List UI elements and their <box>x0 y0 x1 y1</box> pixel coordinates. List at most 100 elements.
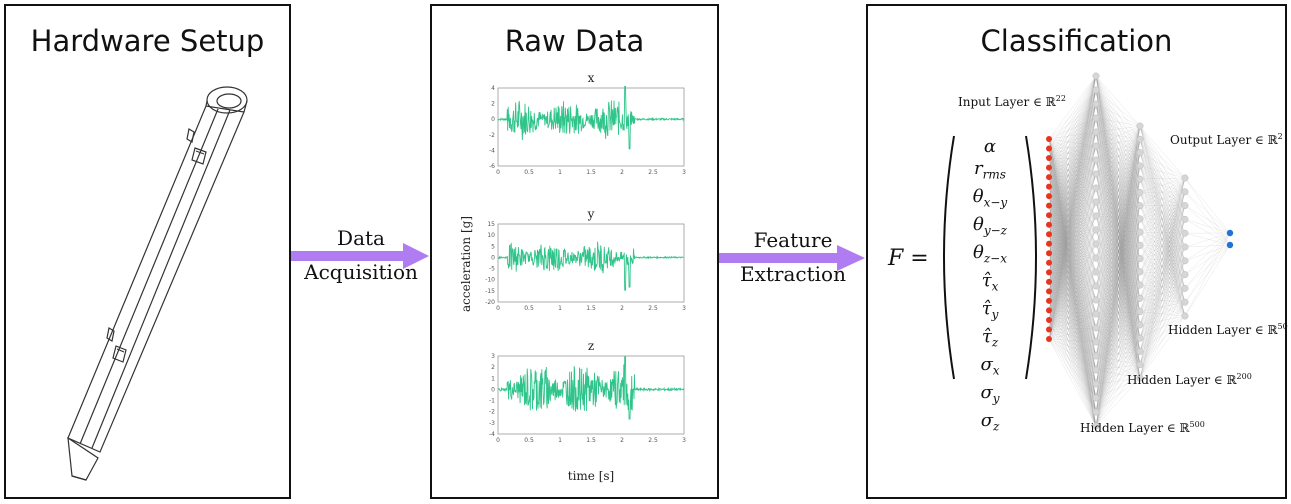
network-node <box>1136 321 1144 329</box>
y-tick-label: 4 <box>491 85 495 92</box>
feature-symbol: σ <box>980 382 993 404</box>
network-node <box>1136 202 1144 210</box>
network-node <box>1046 164 1052 171</box>
network-node <box>1181 298 1189 306</box>
network-node <box>1136 308 1144 316</box>
x-tick-label: 1.5 <box>586 437 596 444</box>
network-node <box>1092 282 1100 290</box>
signal-y <box>497 241 685 291</box>
x-tick-label: 1.5 <box>586 169 596 176</box>
feature-entry: θy−z <box>954 214 1026 242</box>
network-node <box>1181 257 1189 265</box>
feature-subscript: x <box>992 363 1000 378</box>
network-node <box>1046 316 1052 323</box>
y-tick-label: -10 <box>485 277 495 284</box>
hardware-setup-title: Hardware Setup <box>30 24 265 58</box>
raw-data-title: Raw Data <box>504 24 645 58</box>
x-tick-label: 2.5 <box>648 305 658 312</box>
feature-subscript: x <box>991 279 999 294</box>
feature-subscript: y−z <box>983 223 1007 238</box>
network-node <box>1046 288 1052 295</box>
feature-symbol: σ <box>980 354 993 376</box>
feature-entry: σz <box>954 410 1026 438</box>
network-node <box>1226 241 1234 249</box>
network-node <box>1092 142 1100 150</box>
network-node <box>1136 268 1144 276</box>
network-node <box>1092 366 1100 374</box>
y-tick-label: -20 <box>485 299 495 306</box>
network-node <box>1046 336 1052 342</box>
y-tick-label: -4 <box>489 431 495 438</box>
hidden-layer-50-label: Hidden Layer ∈ ℝ50 <box>1168 322 1288 337</box>
network-node <box>1136 149 1144 156</box>
feature-entry: τ̂y <box>954 298 1026 326</box>
x-tick-label: 3 <box>682 437 686 444</box>
network-node <box>1092 226 1100 234</box>
output-layer-label: Output Layer ∈ ℝ2 <box>1170 132 1283 147</box>
classification-title: Classification <box>980 24 1173 58</box>
feature-extraction-label: Feature Extraction <box>719 228 867 288</box>
neural-network-diagram <box>1046 72 1234 430</box>
plot-frame <box>497 87 685 167</box>
output-layer-text: Output Layer ∈ ℝ <box>1170 133 1278 147</box>
y-tick-label: -15 <box>485 288 495 295</box>
network-node <box>1181 284 1189 292</box>
feature-subscript: z <box>991 335 999 350</box>
network-node <box>1136 215 1144 223</box>
network-node <box>1181 243 1189 251</box>
arrow2-line2: Extraction <box>740 262 846 286</box>
network-node <box>1046 231 1052 238</box>
network-node <box>1181 188 1189 196</box>
x-tick-label: 2 <box>620 437 624 444</box>
raw-data-panel: Raw Data x 4 2 0 -2 -4 -6 0 0.5 1 1.5 2 2.5 3 y 15 10 5 0-… <box>430 4 719 499</box>
feature-symbol: τ̂ <box>981 297 992 319</box>
network-node <box>1046 212 1052 219</box>
arrow2-line1: Feature <box>753 228 833 252</box>
network-node <box>1046 155 1052 162</box>
x-tick-label: 0.5 <box>524 305 534 312</box>
network-node <box>1181 312 1189 320</box>
network-node <box>1092 422 1100 430</box>
input-layer-text: Input Layer ∈ ℝ <box>958 95 1056 109</box>
x-tick-label: 1 <box>558 305 562 312</box>
network-node <box>1181 174 1189 182</box>
y-tick-label: 10 <box>487 232 495 239</box>
network-node <box>1136 135 1144 143</box>
network-node <box>1136 361 1144 369</box>
output-layer-dim: 2 <box>1277 132 1283 141</box>
y-tick-label: 0 <box>491 116 495 123</box>
network-node <box>1136 122 1144 130</box>
network-node <box>1092 338 1100 346</box>
input-layer-label: Input Layer ∈ ℝ22 <box>958 94 1066 109</box>
network-node <box>1136 294 1144 302</box>
hidden-layer-500-text: Hidden Layer ∈ ℝ <box>1080 421 1190 435</box>
network-node <box>1181 229 1189 237</box>
network-node <box>1092 198 1100 206</box>
plot-frame <box>497 223 685 303</box>
input-layer-dim: 22 <box>1055 94 1066 103</box>
network-node <box>1136 162 1144 170</box>
x-tick-label: 0 <box>496 305 500 312</box>
y-tick-label: 5 <box>491 243 495 250</box>
input-layer-nodes <box>1046 136 1052 342</box>
output-layer-nodes <box>1226 229 1234 249</box>
signal-z <box>497 356 685 420</box>
feature-symbol: τ̂ <box>981 326 992 348</box>
y-tick-label: -4 <box>489 147 495 154</box>
network-node <box>1092 72 1100 80</box>
x-tick-label: 3 <box>682 305 686 312</box>
x-axis-label: time [s] <box>568 469 614 483</box>
x-tick-label: 0.5 <box>524 437 534 444</box>
network-node <box>1136 374 1144 382</box>
x-tick-label: 0 <box>496 169 500 176</box>
network-node <box>1136 255 1144 263</box>
network-node <box>1092 212 1100 220</box>
y-tick-label: 3 <box>491 353 495 360</box>
feature-entry: θx−y <box>954 186 1026 214</box>
x-tick-label: 2.5 <box>648 169 658 176</box>
network-node <box>1092 394 1100 402</box>
network-node <box>1046 174 1052 181</box>
x-tick-label: 2 <box>620 305 624 312</box>
